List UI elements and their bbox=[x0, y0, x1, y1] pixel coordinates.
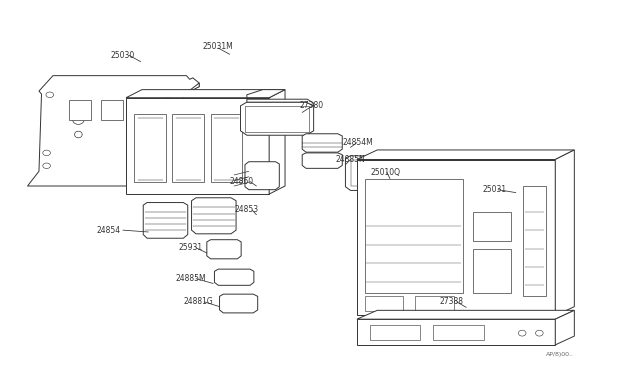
Text: 25030: 25030 bbox=[110, 51, 134, 60]
Bar bbox=[433, 325, 484, 340]
Bar bbox=[211, 114, 243, 182]
Bar bbox=[472, 212, 511, 241]
Text: 27388: 27388 bbox=[440, 297, 463, 307]
Text: 24885N: 24885N bbox=[336, 155, 365, 164]
Polygon shape bbox=[126, 90, 285, 98]
Polygon shape bbox=[241, 102, 314, 135]
Ellipse shape bbox=[518, 330, 526, 336]
Polygon shape bbox=[302, 134, 342, 152]
Bar bbox=[69, 100, 91, 120]
Polygon shape bbox=[247, 99, 314, 106]
Polygon shape bbox=[28, 76, 199, 186]
Text: 25010Q: 25010Q bbox=[371, 167, 401, 177]
Polygon shape bbox=[183, 83, 199, 95]
Polygon shape bbox=[143, 202, 188, 238]
Ellipse shape bbox=[536, 330, 543, 336]
Polygon shape bbox=[357, 310, 574, 319]
Ellipse shape bbox=[73, 115, 84, 124]
Bar bbox=[100, 100, 123, 120]
Polygon shape bbox=[207, 240, 241, 259]
Bar bbox=[245, 106, 308, 132]
Text: 27380: 27380 bbox=[300, 101, 324, 110]
Polygon shape bbox=[126, 98, 269, 194]
Bar bbox=[415, 296, 454, 311]
Text: 24885M: 24885M bbox=[175, 274, 205, 283]
Ellipse shape bbox=[164, 92, 172, 97]
Polygon shape bbox=[556, 310, 574, 345]
Bar bbox=[365, 179, 463, 293]
Polygon shape bbox=[302, 153, 342, 169]
Polygon shape bbox=[357, 160, 556, 315]
Bar bbox=[173, 114, 204, 182]
Polygon shape bbox=[346, 156, 395, 190]
Text: 24854: 24854 bbox=[96, 226, 120, 235]
Text: 24854M: 24854M bbox=[342, 138, 373, 147]
Polygon shape bbox=[357, 319, 556, 345]
Text: 24860: 24860 bbox=[230, 177, 254, 186]
Ellipse shape bbox=[43, 150, 51, 155]
Polygon shape bbox=[220, 294, 258, 313]
Polygon shape bbox=[191, 198, 236, 234]
Text: AP/8)00..: AP/8)00.. bbox=[546, 352, 573, 357]
Polygon shape bbox=[269, 90, 285, 194]
Bar bbox=[134, 114, 166, 182]
Ellipse shape bbox=[75, 131, 82, 138]
Text: 24881G: 24881G bbox=[184, 297, 214, 307]
Ellipse shape bbox=[43, 163, 51, 169]
Text: 25931: 25931 bbox=[179, 243, 203, 252]
Bar bbox=[365, 296, 403, 311]
Bar bbox=[132, 100, 155, 120]
Polygon shape bbox=[245, 162, 279, 190]
Bar bbox=[369, 325, 420, 340]
Bar bbox=[351, 160, 390, 186]
Ellipse shape bbox=[46, 92, 54, 97]
Text: 25031M: 25031M bbox=[202, 42, 233, 51]
Bar bbox=[524, 186, 546, 296]
Polygon shape bbox=[556, 150, 574, 315]
Bar bbox=[472, 248, 511, 293]
Polygon shape bbox=[214, 269, 254, 285]
Polygon shape bbox=[247, 90, 285, 98]
Text: 24853: 24853 bbox=[234, 205, 259, 214]
Text: 25031: 25031 bbox=[482, 185, 506, 194]
Polygon shape bbox=[357, 150, 574, 160]
